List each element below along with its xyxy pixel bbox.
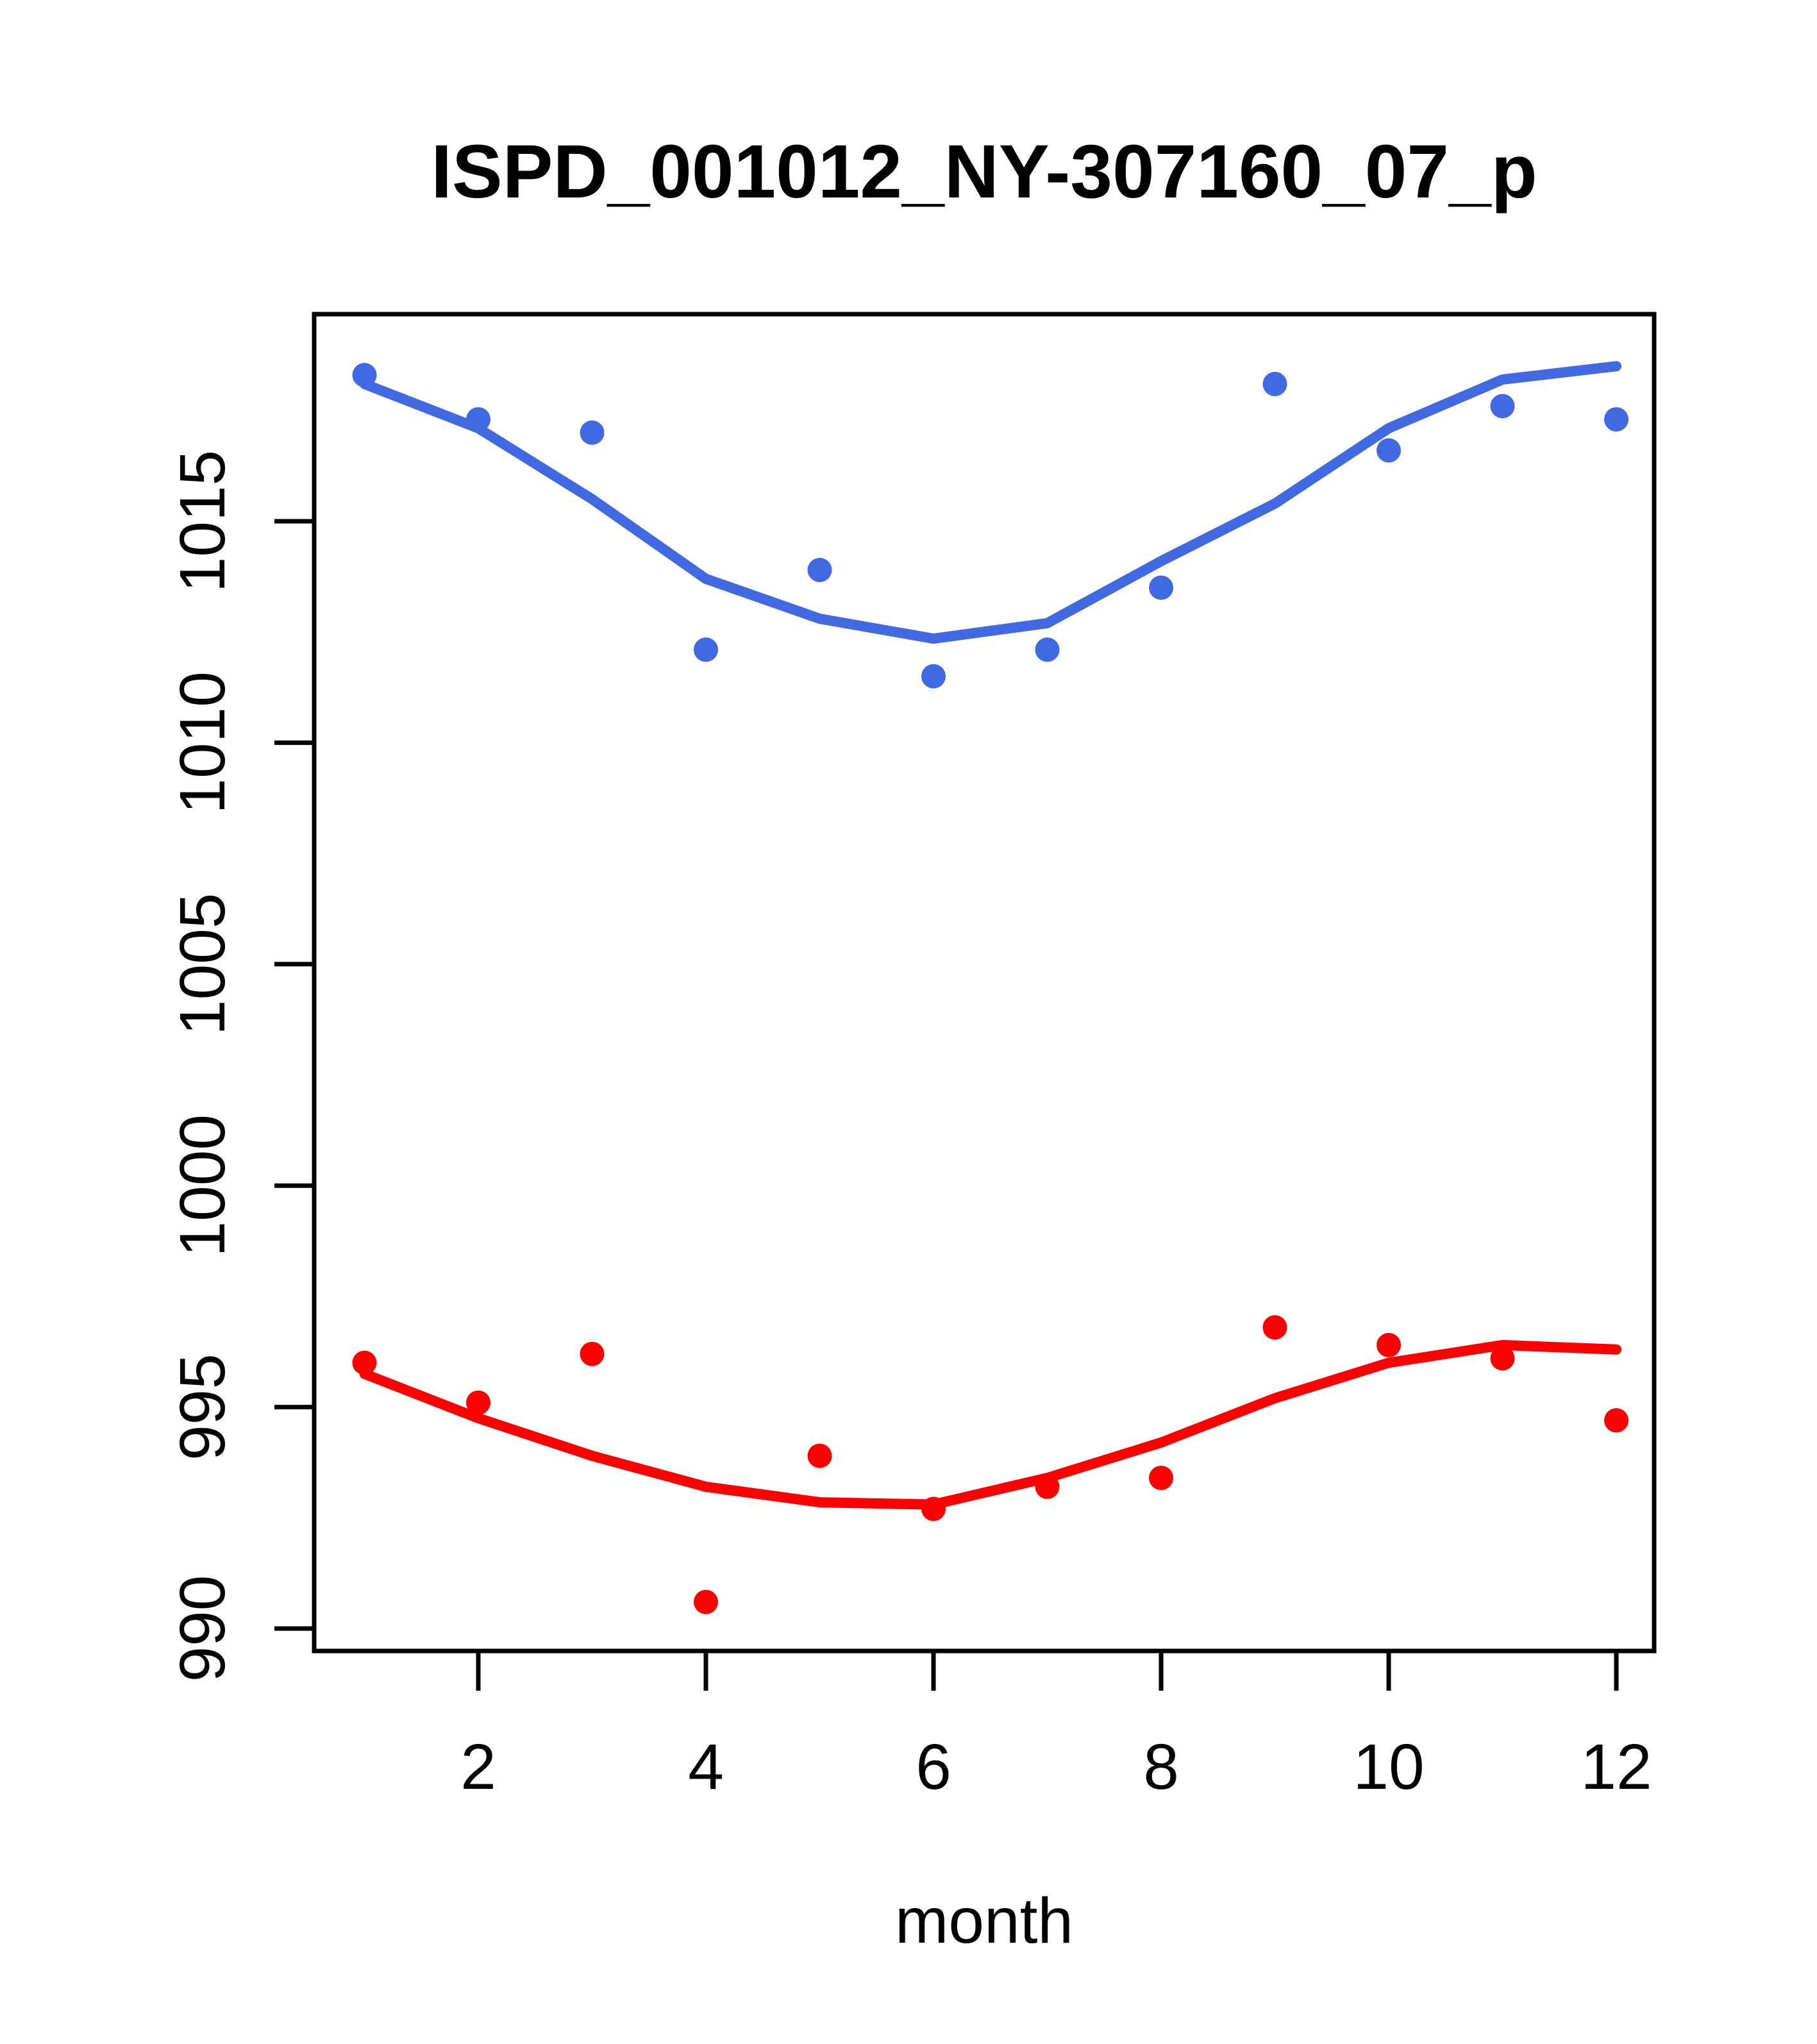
data-point (1604, 1408, 1629, 1433)
data-point (1490, 1346, 1515, 1371)
upper-blue-series (352, 361, 1629, 689)
x-axis-ticks (476, 1651, 1619, 1691)
y-axis-ticks (274, 519, 314, 1631)
data-point (580, 1341, 605, 1366)
y-tick-label: 995 (167, 1353, 239, 1461)
lower-red-series (352, 1315, 1629, 1614)
data-point (466, 1390, 490, 1415)
y-tick-label: 1000 (167, 1114, 239, 1257)
data-point (921, 664, 946, 689)
data-point (1377, 438, 1401, 463)
y-tick-label: 1010 (167, 671, 239, 814)
data-point (1377, 1332, 1401, 1357)
data-point (1262, 1315, 1287, 1340)
x-tick-label: 10 (1353, 1731, 1424, 1803)
x-tick-label: 12 (1580, 1731, 1652, 1803)
x-tick-label: 8 (1143, 1731, 1179, 1803)
plot-box (312, 312, 1657, 1654)
data-point (1262, 371, 1287, 396)
data-point (1149, 1466, 1173, 1491)
y-axis-tick-labels: 990 995 1000 1005 1010 1015 (167, 450, 239, 1682)
x-axis-tick-labels: 2 4 6 8 10 12 (460, 1731, 1652, 1803)
data-point (1604, 407, 1629, 432)
smooth-line (359, 361, 1621, 644)
x-axis-title: month (895, 1885, 1073, 1957)
data-point (580, 420, 605, 445)
data-point (1035, 637, 1060, 662)
y-tick-label: 1005 (167, 893, 239, 1035)
x-tick-label: 2 (460, 1731, 496, 1803)
smooth-line (359, 1339, 1621, 1510)
y-tick-label: 1015 (167, 450, 239, 592)
x-tick-label: 4 (688, 1731, 724, 1803)
x-tick-label: 6 (916, 1731, 951, 1803)
data-point (1490, 394, 1515, 419)
data-point (352, 1350, 377, 1375)
data-point (807, 558, 832, 582)
data-point (807, 1443, 832, 1468)
y-tick-label: 990 (167, 1575, 239, 1682)
data-point (694, 637, 718, 662)
series-layer (352, 361, 1629, 1614)
chart-title: ISPD_001012_NY-307160_07_p (431, 130, 1537, 214)
data-point (694, 1589, 718, 1614)
data-point (1149, 575, 1173, 600)
